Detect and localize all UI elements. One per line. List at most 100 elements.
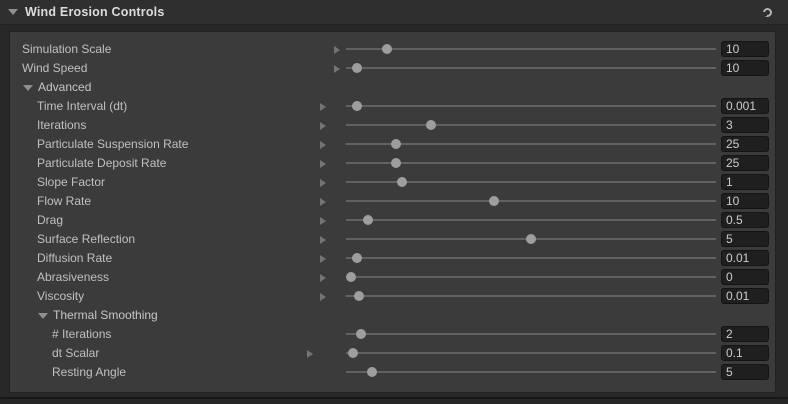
property-label-flow-rate: Flow Rate bbox=[37, 194, 92, 208]
property-expand-arrow-icon[interactable] bbox=[320, 141, 326, 149]
value-field-time-interval-dt[interactable] bbox=[721, 98, 769, 114]
slider-track-particulate-suspension-rate[interactable] bbox=[346, 139, 716, 149]
slider-handle-drag[interactable] bbox=[363, 215, 374, 225]
slider-row-diffusion-rate: Diffusion Rate bbox=[10, 249, 775, 268]
value-field-particulate-deposit-rate[interactable] bbox=[721, 155, 769, 171]
slider-row-surface-reflection: Surface Reflection bbox=[10, 230, 775, 249]
preset-icon bbox=[763, 8, 772, 17]
slider-handle-viscosity[interactable] bbox=[353, 291, 364, 301]
panel-header[interactable]: Wind Erosion Controls bbox=[0, 0, 788, 25]
property-expand-arrow-icon[interactable] bbox=[320, 198, 326, 206]
slider-track-abrasiveness[interactable] bbox=[346, 272, 716, 282]
value-field-drag[interactable] bbox=[721, 212, 769, 228]
property-label-surface-reflection: Surface Reflection bbox=[37, 232, 136, 246]
slider-track-drag[interactable] bbox=[346, 215, 716, 225]
property-expand-arrow-icon[interactable] bbox=[320, 293, 326, 301]
slider-track-flow-rate[interactable] bbox=[346, 196, 716, 206]
value-field-particulate-suspension-rate[interactable] bbox=[721, 136, 769, 152]
property-expand-arrow-icon[interactable] bbox=[320, 236, 326, 244]
slider-handle-iterations[interactable] bbox=[355, 329, 366, 339]
value-field-iterations[interactable] bbox=[721, 326, 769, 342]
slider-track-iterations[interactable] bbox=[346, 329, 716, 339]
panel-title: Wind Erosion Controls bbox=[25, 5, 165, 19]
property-label-slope-factor: Slope Factor bbox=[37, 175, 106, 189]
property-label-drag: Drag bbox=[37, 213, 64, 227]
property-label-abrasiveness: Abrasiveness bbox=[37, 270, 110, 284]
slider-handle-surface-reflection[interactable] bbox=[526, 234, 536, 244]
slider-track-time-interval-dt[interactable] bbox=[346, 101, 716, 111]
slider-track-diffusion-rate[interactable] bbox=[346, 253, 716, 263]
foldout-label-thermal-smoothing[interactable]: Thermal Smoothing bbox=[53, 308, 158, 322]
slider-handle-slope-factor[interactable] bbox=[396, 177, 407, 187]
value-field-diffusion-rate[interactable] bbox=[721, 250, 769, 266]
slider-track-simulation-scale[interactable] bbox=[346, 44, 716, 54]
property-expand-arrow-icon[interactable] bbox=[320, 122, 326, 130]
property-label-diffusion-rate: Diffusion Rate bbox=[37, 251, 113, 265]
value-field-wind-speed[interactable] bbox=[721, 60, 769, 76]
value-field-abrasiveness[interactable] bbox=[721, 269, 769, 285]
slider-row-flow-rate: Flow Rate bbox=[10, 192, 775, 211]
property-expand-arrow-icon[interactable] bbox=[320, 179, 326, 187]
slider-track-wind-speed[interactable] bbox=[346, 63, 716, 73]
slider-track-slope-factor[interactable] bbox=[346, 177, 716, 187]
property-expand-arrow-icon[interactable] bbox=[320, 217, 326, 225]
value-field-flow-rate[interactable] bbox=[721, 193, 769, 209]
slider-row-viscosity: Viscosity bbox=[10, 287, 775, 306]
property-label-particulate-suspension-rate: Particulate Suspension Rate bbox=[37, 137, 189, 151]
slider-handle-diffusion-rate[interactable] bbox=[352, 253, 363, 263]
slider-track-viscosity[interactable] bbox=[346, 291, 716, 301]
slider-handle-time-interval-dt[interactable] bbox=[352, 101, 363, 111]
property-label-iterations: # Iterations bbox=[52, 327, 112, 341]
property-label-time-interval-dt: Time Interval (dt) bbox=[37, 99, 128, 113]
slider-row-particulate-suspension-rate: Particulate Suspension Rate bbox=[10, 135, 775, 154]
slider-row-particulate-deposit-rate: Particulate Deposit Rate bbox=[10, 154, 775, 173]
slider-handle-resting-angle[interactable] bbox=[366, 367, 377, 377]
property-expand-arrow-icon[interactable] bbox=[334, 65, 340, 73]
property-expand-arrow-icon[interactable] bbox=[334, 46, 340, 54]
slider-track-resting-angle[interactable] bbox=[346, 367, 716, 377]
property-label-simulation-scale: Simulation Scale bbox=[22, 42, 112, 56]
slider-handle-dt-scalar[interactable] bbox=[348, 348, 359, 358]
slider-track-particulate-deposit-rate[interactable] bbox=[346, 158, 716, 168]
slider-row-drag: Drag bbox=[10, 211, 775, 230]
value-field-dt-scalar[interactable] bbox=[721, 345, 769, 361]
value-field-iterations[interactable] bbox=[721, 117, 769, 133]
collapse-arrow-icon[interactable] bbox=[8, 9, 18, 15]
window-bottom-edge bbox=[0, 399, 788, 404]
foldout-label-advanced[interactable]: Advanced bbox=[38, 80, 92, 94]
foldout-arrow-icon[interactable] bbox=[38, 313, 48, 319]
foldout-arrow-icon[interactable] bbox=[23, 85, 33, 91]
slider-row-iterations: # Iterations bbox=[10, 325, 775, 344]
foldout-row-advanced: Advanced bbox=[10, 78, 775, 97]
foldout-row-thermal-smoothing: Thermal Smoothing bbox=[10, 306, 775, 325]
slider-track-surface-reflection[interactable] bbox=[346, 234, 716, 244]
slider-handle-flow-rate[interactable] bbox=[489, 196, 499, 206]
slider-handle-wind-speed[interactable] bbox=[352, 63, 363, 73]
value-field-slope-factor[interactable] bbox=[721, 174, 769, 190]
slider-handle-simulation-scale[interactable] bbox=[381, 44, 392, 54]
value-field-surface-reflection[interactable] bbox=[721, 231, 769, 247]
property-expand-arrow-icon[interactable] bbox=[307, 350, 313, 358]
property-expand-arrow-icon[interactable] bbox=[320, 103, 326, 111]
slider-handle-particulate-suspension-rate[interactable] bbox=[390, 139, 401, 149]
slider-handle-iterations[interactable] bbox=[426, 120, 437, 130]
property-label-particulate-deposit-rate: Particulate Deposit Rate bbox=[37, 156, 167, 170]
window-bottom-divider bbox=[0, 397, 788, 399]
property-label-resting-angle: Resting Angle bbox=[52, 365, 127, 379]
property-expand-arrow-icon[interactable] bbox=[320, 274, 326, 282]
property-expand-arrow-icon[interactable] bbox=[320, 160, 326, 168]
slider-track-iterations[interactable] bbox=[346, 120, 716, 130]
slider-handle-particulate-deposit-rate[interactable] bbox=[390, 158, 401, 168]
slider-row-simulation-scale: Simulation Scale bbox=[10, 40, 775, 59]
slider-handle-abrasiveness[interactable] bbox=[346, 272, 357, 282]
slider-track-dt-scalar[interactable] bbox=[346, 348, 716, 358]
slider-row-wind-speed: Wind Speed bbox=[10, 59, 775, 78]
rows-list: Simulation Scale Wind Speed Advanced Time I… bbox=[10, 40, 775, 382]
value-field-resting-angle[interactable] bbox=[721, 364, 769, 380]
property-expand-arrow-icon[interactable] bbox=[320, 255, 326, 263]
value-field-viscosity[interactable] bbox=[721, 288, 769, 304]
value-field-simulation-scale[interactable] bbox=[721, 41, 769, 57]
property-label-dt-scalar: dt Scalar bbox=[52, 346, 100, 360]
preset-options-button[interactable] bbox=[761, 6, 774, 19]
